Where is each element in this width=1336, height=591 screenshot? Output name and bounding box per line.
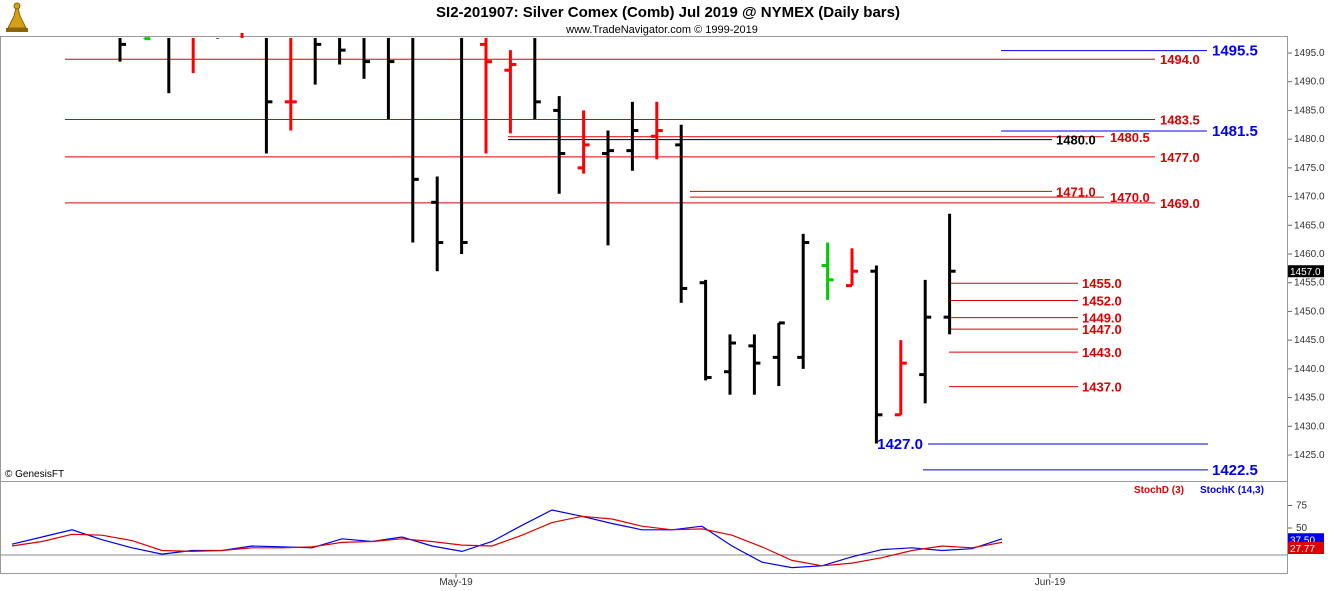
y-tick-label: 1495.0 — [1294, 48, 1325, 59]
chart-subtitle: www.TradeNavigator.com © 1999-2019 — [565, 24, 758, 36]
price-bar — [846, 248, 858, 288]
price-bar — [821, 242, 834, 300]
y-tick-label: 1425.0 — [1294, 450, 1325, 461]
y-tick-label: 1450.0 — [1294, 306, 1325, 317]
y-tick-label: 1430.0 — [1294, 421, 1325, 432]
price-bar — [504, 50, 517, 134]
price-axis: 1425.0 1430.0 1435.0 1440.0 1445.0 1450.0 1455… — [1288, 48, 1325, 461]
osc-tick-label: 75 — [1296, 501, 1308, 512]
osc-tick-label: 50 — [1296, 523, 1308, 534]
price-bar — [650, 101, 663, 160]
level-label: 1483.5 — [1160, 113, 1200, 128]
y-tick-label: 1470.0 — [1294, 192, 1325, 203]
price-bar — [602, 130, 614, 246]
legend-stochk: StochK (14,3) — [1200, 485, 1264, 496]
level-label: 1449.0 — [1082, 311, 1122, 326]
stochk-line — [11, 509, 1003, 569]
price-bar — [118, 38, 126, 62]
y-tick-label: 1460.0 — [1294, 249, 1325, 260]
logo-icon — [6, 2, 28, 32]
price-bar — [894, 340, 907, 417]
price-bar — [362, 38, 370, 79]
x-axis: May-19 Jun-19 — [439, 574, 1066, 588]
price-bar — [313, 38, 322, 85]
price-bar — [724, 334, 736, 395]
y-tick-label: 1465.0 — [1294, 220, 1325, 231]
price-bar — [386, 38, 395, 120]
level-label: 1480.0 — [1056, 133, 1096, 148]
level-label: 1437.0 — [1082, 380, 1122, 395]
copyright-label: © GenesisFT — [5, 469, 64, 480]
level-label: 1470.0 — [1110, 190, 1150, 205]
level-label: 1455.0 — [1082, 276, 1122, 291]
level-label: 1427.0 — [877, 436, 923, 453]
level-label: 1452.0 — [1082, 293, 1122, 308]
last-price-box — [1288, 265, 1324, 278]
stochk-last-value: 37.50 — [1290, 535, 1315, 546]
price-bar — [870, 265, 883, 444]
level-label: 1469.0 — [1160, 196, 1200, 211]
level-label: 1477.0 — [1160, 150, 1200, 165]
y-tick-label: 1490.0 — [1294, 77, 1325, 88]
oscillator-panel-frame — [0, 481, 1288, 574]
price-bar — [919, 279, 932, 404]
price-bars — [118, 32, 956, 444]
stochd-line — [11, 515, 1003, 567]
price-bar — [772, 321, 785, 387]
stochd-last-box — [1288, 542, 1324, 555]
x-tick-label: May-19 — [439, 577, 473, 588]
level-lines: 1495.5 1494.0 1483.5 1481.5 1480.5 1480.0 1477… — [65, 43, 1258, 479]
x-tick-label: Jun-19 — [1035, 577, 1066, 588]
price-bar — [284, 38, 297, 131]
price-bar — [411, 38, 419, 243]
stochd-last-value: 27.77 — [1290, 544, 1315, 555]
chart-title: SI2-201907: Silver Comex (Comb) Jul 2019… — [436, 4, 900, 21]
price-bar — [748, 334, 761, 395]
y-tick-label: 1475.0 — [1294, 163, 1325, 174]
level-label: 1494.0 — [1160, 52, 1200, 67]
price-bar — [480, 38, 492, 154]
price-bar — [142, 37, 151, 41]
level-label: 1481.5 — [1212, 123, 1258, 140]
price-bar — [626, 101, 639, 171]
x-axis-strip — [0, 574, 1288, 591]
price-bar — [577, 110, 590, 174]
price-bar — [943, 213, 956, 335]
price-panel-frame — [0, 36, 1288, 482]
level-label: 1471.0 — [1056, 184, 1096, 199]
y-tick-label: 1485.0 — [1294, 105, 1325, 116]
price-bar — [553, 96, 566, 194]
level-label: 1443.0 — [1082, 345, 1122, 360]
price-bar — [675, 124, 688, 303]
price-bar — [264, 38, 273, 154]
level-label: 1447.0 — [1082, 322, 1122, 337]
y-tick-label: 1440.0 — [1294, 364, 1325, 375]
level-label: 1480.5 — [1110, 130, 1150, 145]
level-label: 1422.5 — [1212, 462, 1258, 479]
price-bar — [460, 38, 468, 254]
price-bar — [338, 38, 346, 65]
legend-stochd: StochD (3) — [1134, 485, 1184, 496]
price-bar — [533, 38, 541, 120]
y-tick-label: 1445.0 — [1294, 335, 1325, 346]
y-tick-label: 1435.0 — [1294, 393, 1325, 404]
price-bar — [431, 176, 444, 272]
price-bar — [699, 279, 712, 381]
y-tick-label: 1455.0 — [1294, 278, 1325, 289]
price-bar — [797, 233, 810, 369]
level-label: 1495.5 — [1212, 43, 1258, 60]
last-price-label: 1457.0 — [1290, 267, 1321, 278]
y-tick-label: 1480.0 — [1294, 134, 1325, 145]
